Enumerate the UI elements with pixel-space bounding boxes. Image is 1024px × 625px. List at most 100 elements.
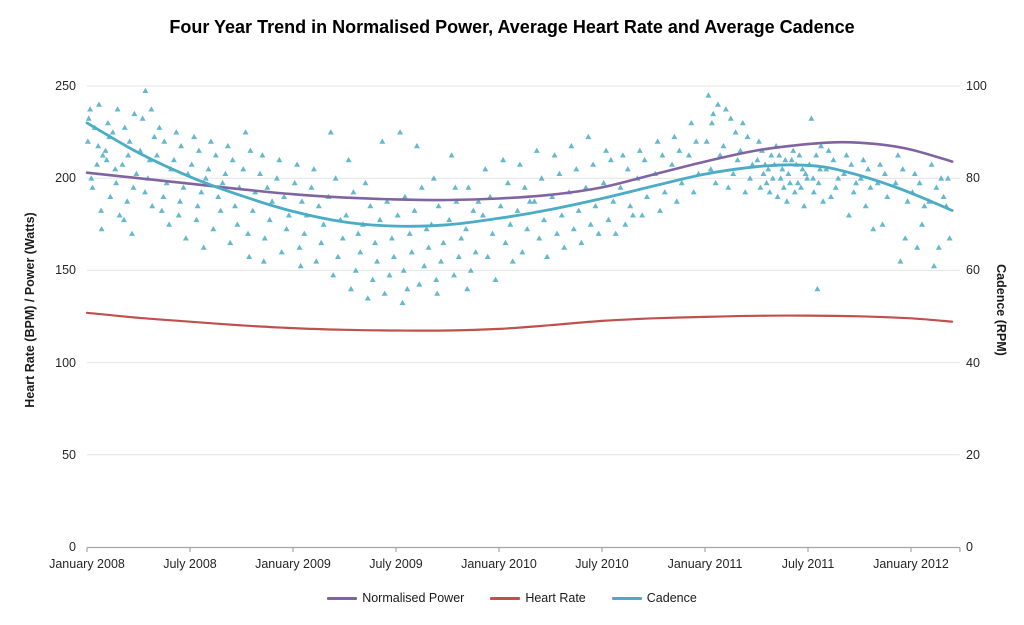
scatter-point <box>536 235 543 241</box>
scatter-point <box>590 161 597 167</box>
scatter-point <box>944 175 951 181</box>
scatter-point <box>160 193 167 199</box>
scatter-point <box>799 166 806 172</box>
scatter-point <box>376 216 383 223</box>
scatter-point <box>727 115 734 121</box>
scatter-point <box>99 152 106 158</box>
scatter-point <box>575 207 582 213</box>
scatter-point <box>310 166 317 172</box>
scatter-point <box>264 184 271 190</box>
scatter-point <box>881 170 888 176</box>
scatter-point <box>617 184 624 190</box>
scatter-point <box>434 290 441 296</box>
scatter-point <box>425 244 432 250</box>
scatter-point <box>570 226 577 232</box>
scatter-point <box>257 170 263 176</box>
scatter-point <box>492 276 499 282</box>
scatter-point <box>607 156 614 163</box>
scatter-point <box>524 226 531 232</box>
scatter-point <box>879 221 886 227</box>
scatter-point <box>734 156 741 163</box>
scatter-point <box>808 115 815 121</box>
scatter-point <box>509 258 516 264</box>
scatter-point <box>109 129 116 135</box>
scatter-point <box>720 143 727 149</box>
scatter-point <box>198 189 205 195</box>
scatter-point <box>332 175 339 181</box>
trend-line-heart-rate <box>85 311 954 332</box>
x-axis-tick-label: January 2008 <box>49 557 125 571</box>
scatter-point <box>217 207 224 213</box>
scatter-point <box>352 267 359 273</box>
scatter-point <box>369 276 376 282</box>
scatter-point <box>114 106 121 112</box>
scatter-point <box>124 198 131 204</box>
scatter-point <box>654 138 661 144</box>
scatter-point <box>817 166 823 172</box>
scatter-point <box>435 203 442 209</box>
scatter-point <box>327 129 334 135</box>
scatter-point <box>246 253 253 259</box>
scatter-point <box>119 161 126 167</box>
scatter-point <box>779 166 786 172</box>
scatter-point <box>320 221 327 227</box>
scatter-point <box>399 299 406 306</box>
scatter-point <box>475 198 482 204</box>
scatter-point <box>715 101 721 107</box>
scatter-point <box>940 193 947 199</box>
scatter-point <box>96 101 102 107</box>
scatter-point <box>394 212 401 218</box>
scatter-point <box>825 147 832 153</box>
scatter-point <box>131 110 138 117</box>
scatter-point <box>245 230 251 236</box>
scatter-point <box>182 235 189 241</box>
scatter-point <box>148 106 155 112</box>
scatter-point <box>339 235 346 241</box>
scatter-point <box>107 193 114 199</box>
scatter-point <box>725 184 732 190</box>
scatter-point <box>644 193 650 199</box>
scatter-point <box>790 147 797 153</box>
scatter-point <box>669 161 675 167</box>
scatter-point <box>561 244 568 250</box>
scatter-point <box>133 170 140 176</box>
scatter-point <box>260 258 267 264</box>
x-axis-tick-label: January 2012 <box>873 557 949 571</box>
scatter-point <box>129 230 135 236</box>
scatter-point <box>818 143 824 149</box>
scatter-point <box>722 106 729 112</box>
scatter-point <box>899 166 906 172</box>
scatter-point <box>877 161 884 167</box>
scatter-point <box>798 184 804 190</box>
scatter-point <box>902 235 909 241</box>
scatter-point <box>452 184 459 190</box>
scatter-point <box>207 138 214 144</box>
scatter-point <box>345 156 352 163</box>
scatter-point <box>388 235 395 241</box>
scatter-point <box>760 170 767 176</box>
scatter-point <box>507 221 514 227</box>
scatter-point <box>470 207 477 213</box>
scatter-point <box>151 133 158 140</box>
scatter-point <box>636 147 643 153</box>
scatter-point <box>622 221 629 227</box>
scatter-point <box>782 156 789 163</box>
legend-item-normalised-power: Normalised Power <box>327 591 464 605</box>
scatter-point <box>754 156 761 163</box>
scatter-point <box>776 152 783 158</box>
scatter-point <box>703 138 710 144</box>
scatter-point <box>266 216 273 223</box>
scatter-point <box>200 244 207 250</box>
scatter-point <box>390 253 397 259</box>
scatter-point <box>95 143 102 149</box>
scatter-point <box>418 184 425 190</box>
scatter-point <box>678 179 685 186</box>
legend-label: Normalised Power <box>362 591 465 605</box>
scatter-point <box>707 166 714 172</box>
scatter-point <box>554 230 560 236</box>
scatter-point <box>175 212 182 218</box>
scatter-point <box>242 129 249 135</box>
scatter-point <box>865 166 872 172</box>
scatter-point <box>521 184 528 190</box>
